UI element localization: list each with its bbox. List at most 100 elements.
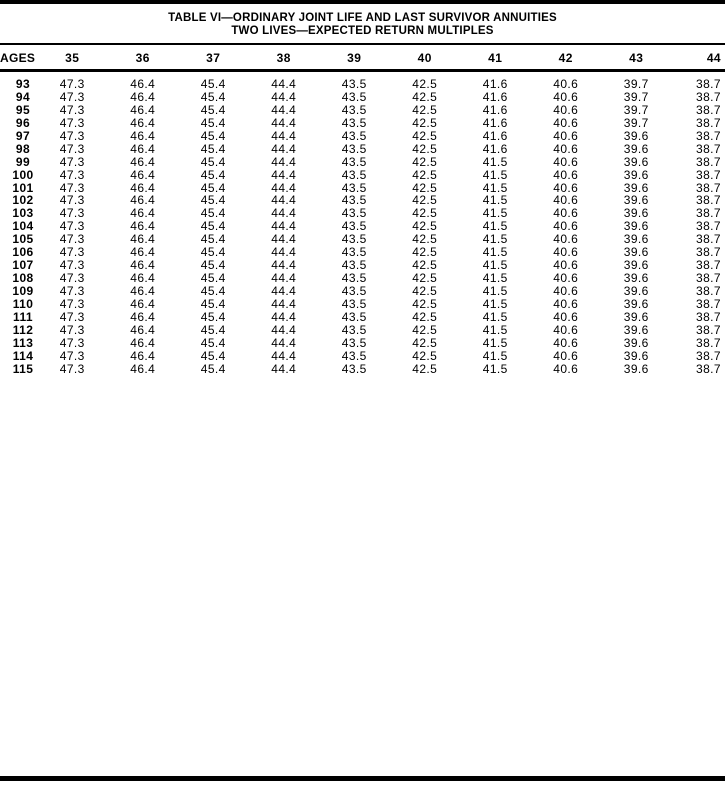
cell-value: 47.3 (59, 309, 85, 324)
cell-value: 45.4 (200, 128, 226, 143)
cell-value: 43.5 (341, 335, 367, 350)
cell-value: 40.6 (553, 141, 579, 156)
table-row: 110 47.3 46.4 45.4 44.4 43.5 42.5 41.5 40.6 39.6 3… (0, 296, 725, 311)
cell-value: 40.6 (553, 232, 579, 247)
cell-value: 44.4 (271, 154, 297, 169)
cell-value: 46.4 (130, 219, 156, 234)
cell-value: 39.6 (623, 193, 649, 208)
cell-value: 40.6 (553, 245, 579, 260)
cell-value: 39.7 (623, 89, 649, 104)
cell-value: 39.6 (623, 271, 649, 286)
row-age-label: 101 (12, 180, 34, 195)
cell-value: 47.3 (59, 128, 85, 143)
cell-value: 46.4 (130, 206, 156, 221)
cell-value: 45.4 (200, 309, 226, 324)
cell-value: 45.4 (200, 167, 226, 182)
cell-value: 38.7 (696, 89, 721, 104)
cell-value: 44.4 (271, 128, 297, 143)
table-title-line1: TABLE VI—ORDINARY JOINT LIFE AND LAST SU… (168, 12, 557, 24)
cell-value: 38.7 (696, 296, 721, 311)
cell-value: 38.7 (696, 193, 721, 208)
cell-value: 41.6 (482, 89, 508, 104)
cell-value: 47.3 (59, 102, 85, 117)
row-age-label: 103 (12, 206, 34, 221)
cell-value: 46.4 (130, 335, 156, 350)
cell-value: 40.6 (553, 77, 579, 91)
cell-value: 43.5 (341, 180, 367, 195)
cell-value: 40.6 (553, 284, 579, 298)
column-header-age-36: 36 (135, 50, 150, 65)
column-header-age-40: 40 (417, 50, 432, 65)
cell-value: 39.7 (623, 77, 649, 91)
cell-value: 43.5 (341, 219, 367, 234)
cell-value: 46.4 (130, 89, 156, 104)
cell-value: 42.5 (412, 361, 438, 376)
cell-value: 40.6 (553, 206, 579, 221)
cell-value: 44.4 (271, 322, 297, 337)
cell-value: 43.5 (341, 245, 367, 260)
cell-value: 40.6 (553, 296, 579, 311)
cell-value: 44.4 (271, 115, 297, 130)
cell-value: 44.4 (271, 102, 297, 117)
cell-value: 43.5 (341, 348, 367, 363)
table-row: 109 47.3 46.4 45.4 44.4 43.5 42.5 41.5 40.6 39.6 3… (0, 284, 725, 298)
row-age-label: 114 (12, 348, 34, 363)
cell-value: 47.3 (59, 180, 85, 195)
cell-value: 44.4 (271, 219, 297, 234)
column-header-age-38: 38 (276, 50, 291, 65)
cell-value: 42.5 (412, 296, 438, 311)
row-age-label: 99 (15, 154, 31, 169)
row-age-label: 113 (12, 335, 34, 350)
table-row: 98 47.3 46.4 45.4 44.4 43.5 42.5 41.6 40.6 39.6 38… (0, 141, 725, 156)
cell-value: 46.4 (130, 296, 156, 311)
cell-value: 41.5 (482, 296, 508, 311)
cell-value: 43.5 (341, 271, 367, 286)
cell-value: 40.6 (553, 322, 579, 337)
row-age-label: 105 (12, 232, 34, 247)
cell-value: 38.7 (696, 141, 721, 156)
row-age-label: 115 (12, 361, 34, 376)
cell-value: 44.4 (271, 141, 297, 156)
table-row: 106 47.3 46.4 45.4 44.4 43.5 42.5 41.5 40.6 39.6 3… (0, 245, 725, 260)
cell-value: 46.4 (130, 180, 156, 195)
cell-value: 44.4 (271, 77, 297, 91)
cell-value: 38.7 (696, 128, 721, 143)
cell-value: 47.3 (59, 232, 85, 247)
table-row: 101 47.3 46.4 45.4 44.4 43.5 42.5 41.5 40.6 39.6 3… (0, 180, 725, 195)
table-row: 104 47.3 46.4 45.4 44.4 43.5 42.5 41.5 40.6 39.6 3… (0, 219, 725, 234)
cell-value: 44.4 (271, 232, 297, 247)
cell-value: 46.4 (130, 284, 156, 298)
cell-value: 39.6 (623, 309, 649, 324)
cell-value: 42.5 (412, 335, 438, 350)
cell-value: 47.3 (59, 271, 85, 286)
cell-value: 41.6 (482, 115, 508, 130)
cell-value: 39.6 (623, 335, 649, 350)
cell-value: 43.5 (341, 102, 367, 117)
cell-value: 40.6 (553, 193, 579, 208)
cell-value: 38.7 (696, 361, 721, 376)
cell-value: 45.4 (200, 219, 226, 234)
header-bottom-rule (0, 69, 725, 72)
cell-value: 42.5 (412, 128, 438, 143)
row-age-label: 94 (15, 89, 31, 104)
cell-value: 42.5 (412, 219, 438, 234)
column-header-ages: AGES (0, 50, 36, 65)
cell-value: 44.4 (271, 193, 297, 208)
row-age-label: 95 (15, 102, 31, 117)
cell-value: 41.5 (482, 232, 508, 247)
cell-value: 43.5 (341, 141, 367, 156)
table-row: 111 47.3 46.4 45.4 44.4 43.5 42.5 41.5 40.6 39.6 3… (0, 309, 725, 324)
cell-value: 42.5 (412, 77, 438, 91)
cell-value: 41.6 (482, 77, 508, 91)
table-row: 112 47.3 46.4 45.4 44.4 43.5 42.5 41.5 40.6 39.6 3… (0, 322, 725, 337)
cell-value: 41.5 (482, 245, 508, 260)
cell-value: 42.5 (412, 180, 438, 195)
cell-value: 46.4 (130, 322, 156, 337)
cell-value: 44.4 (271, 309, 297, 324)
cell-value: 45.4 (200, 180, 226, 195)
cell-value: 46.4 (130, 193, 156, 208)
cell-value: 38.7 (696, 271, 721, 286)
cell-value: 46.4 (130, 102, 156, 117)
column-header-age-41: 41 (488, 50, 503, 65)
cell-value: 42.5 (412, 89, 438, 104)
